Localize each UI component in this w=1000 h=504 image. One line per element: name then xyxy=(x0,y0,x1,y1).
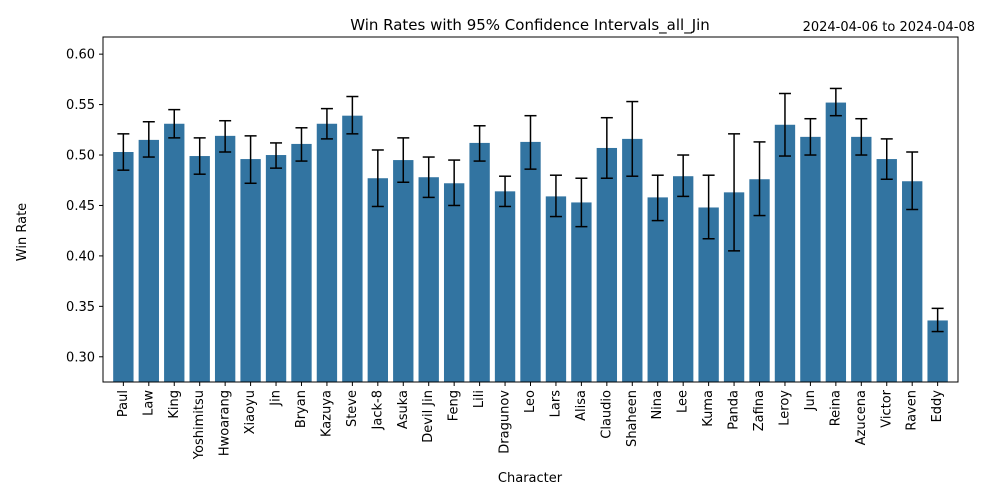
x-tick-label: Leroy xyxy=(777,390,792,426)
x-tick-label: Steve xyxy=(345,390,360,427)
bar xyxy=(138,139,159,382)
x-tick-label: Lars xyxy=(548,390,563,418)
bar xyxy=(876,159,897,382)
plot-frame xyxy=(102,36,959,383)
x-tick-label: Reina xyxy=(828,390,843,426)
x-tick-label: Raven xyxy=(905,390,920,431)
y-tick-label: 0.55 xyxy=(66,98,95,113)
bar xyxy=(443,183,465,382)
bar xyxy=(723,192,745,382)
x-tick-label: Dragunov xyxy=(498,390,513,454)
x-tick-label: Nina xyxy=(650,390,665,420)
bar xyxy=(418,177,439,382)
x-tick-label: Jin xyxy=(269,390,284,407)
y-tick-label: 0.40 xyxy=(66,249,95,264)
x-tick-label: Kazuya xyxy=(319,390,334,437)
bar xyxy=(342,115,363,383)
axes-layer: Paul Law King Yoshimitsu Hwoarang Xiaoyu Jin Br… xyxy=(66,36,959,460)
x-tick-label: Jun xyxy=(803,390,818,411)
x-tick-label: Azucena xyxy=(854,390,869,445)
x-tick-label: Claudio xyxy=(599,390,614,439)
x-tick-label: Bryan xyxy=(294,390,309,428)
x-tick-label: Feng xyxy=(447,390,462,421)
bar xyxy=(927,320,948,382)
bar xyxy=(265,155,287,382)
chart-title: Win Rates with 95% Confidence Intervals_… xyxy=(350,16,710,35)
bar xyxy=(647,197,668,382)
bar xyxy=(291,143,312,382)
y-tick-label: 0.60 xyxy=(66,48,95,63)
x-tick-label: Xiaoyu xyxy=(243,390,258,434)
y-tick-label: 0.50 xyxy=(66,149,95,164)
bar xyxy=(545,196,567,382)
bar xyxy=(494,191,516,382)
bar xyxy=(622,138,643,382)
x-tick-label: Lee xyxy=(676,390,691,413)
date-range-label: 2024-04-06 to 2024-04-08 xyxy=(803,20,975,35)
x-tick-label: Law xyxy=(141,390,156,416)
bar xyxy=(673,176,694,382)
bar xyxy=(774,124,796,382)
x-tick-label: Kuma xyxy=(701,390,716,427)
bar xyxy=(825,102,847,382)
y-axis-label: Win Rate xyxy=(15,203,30,261)
bar xyxy=(571,202,592,382)
x-tick-label: King xyxy=(167,390,182,419)
x-tick-label: Paul xyxy=(116,390,131,417)
x-tick-label: Yoshimitsu xyxy=(192,390,207,460)
bar xyxy=(393,160,414,382)
x-tick-label: Alisa xyxy=(574,390,589,421)
error-bars-layer xyxy=(117,87,944,333)
bar xyxy=(698,207,719,382)
x-tick-label: Eddy xyxy=(930,390,945,423)
x-tick-label: Victor xyxy=(879,389,894,427)
bar xyxy=(214,135,236,382)
y-tick-label: 0.30 xyxy=(66,350,95,365)
bar xyxy=(902,181,923,382)
bar xyxy=(367,178,388,382)
bar xyxy=(316,123,338,382)
bar xyxy=(596,147,618,382)
bar xyxy=(240,159,261,382)
y-tick-label: 0.45 xyxy=(66,199,95,214)
y-tick-label: 0.35 xyxy=(66,300,95,315)
bar xyxy=(164,123,185,382)
bar xyxy=(800,136,821,382)
bar xyxy=(189,156,210,382)
bar xyxy=(469,142,490,382)
bar xyxy=(113,152,134,382)
x-tick-label: Devil Jin xyxy=(421,390,436,443)
bar xyxy=(520,141,541,382)
bar xyxy=(851,136,872,382)
x-tick-label: Panda xyxy=(727,390,742,430)
x-tick-label: Leo xyxy=(523,390,538,413)
x-tick-label: Lili xyxy=(472,390,487,408)
x-tick-label: Shaheen xyxy=(625,390,640,447)
x-tick-label: Hwoarang xyxy=(218,390,233,456)
x-axis-label: Character xyxy=(498,471,563,486)
bars-layer xyxy=(113,102,948,383)
bar xyxy=(749,179,770,382)
x-tick-label: Asuka xyxy=(396,390,411,429)
x-tick-label: Zafina xyxy=(752,390,767,431)
x-tick-label: Jack-8 xyxy=(370,390,385,430)
